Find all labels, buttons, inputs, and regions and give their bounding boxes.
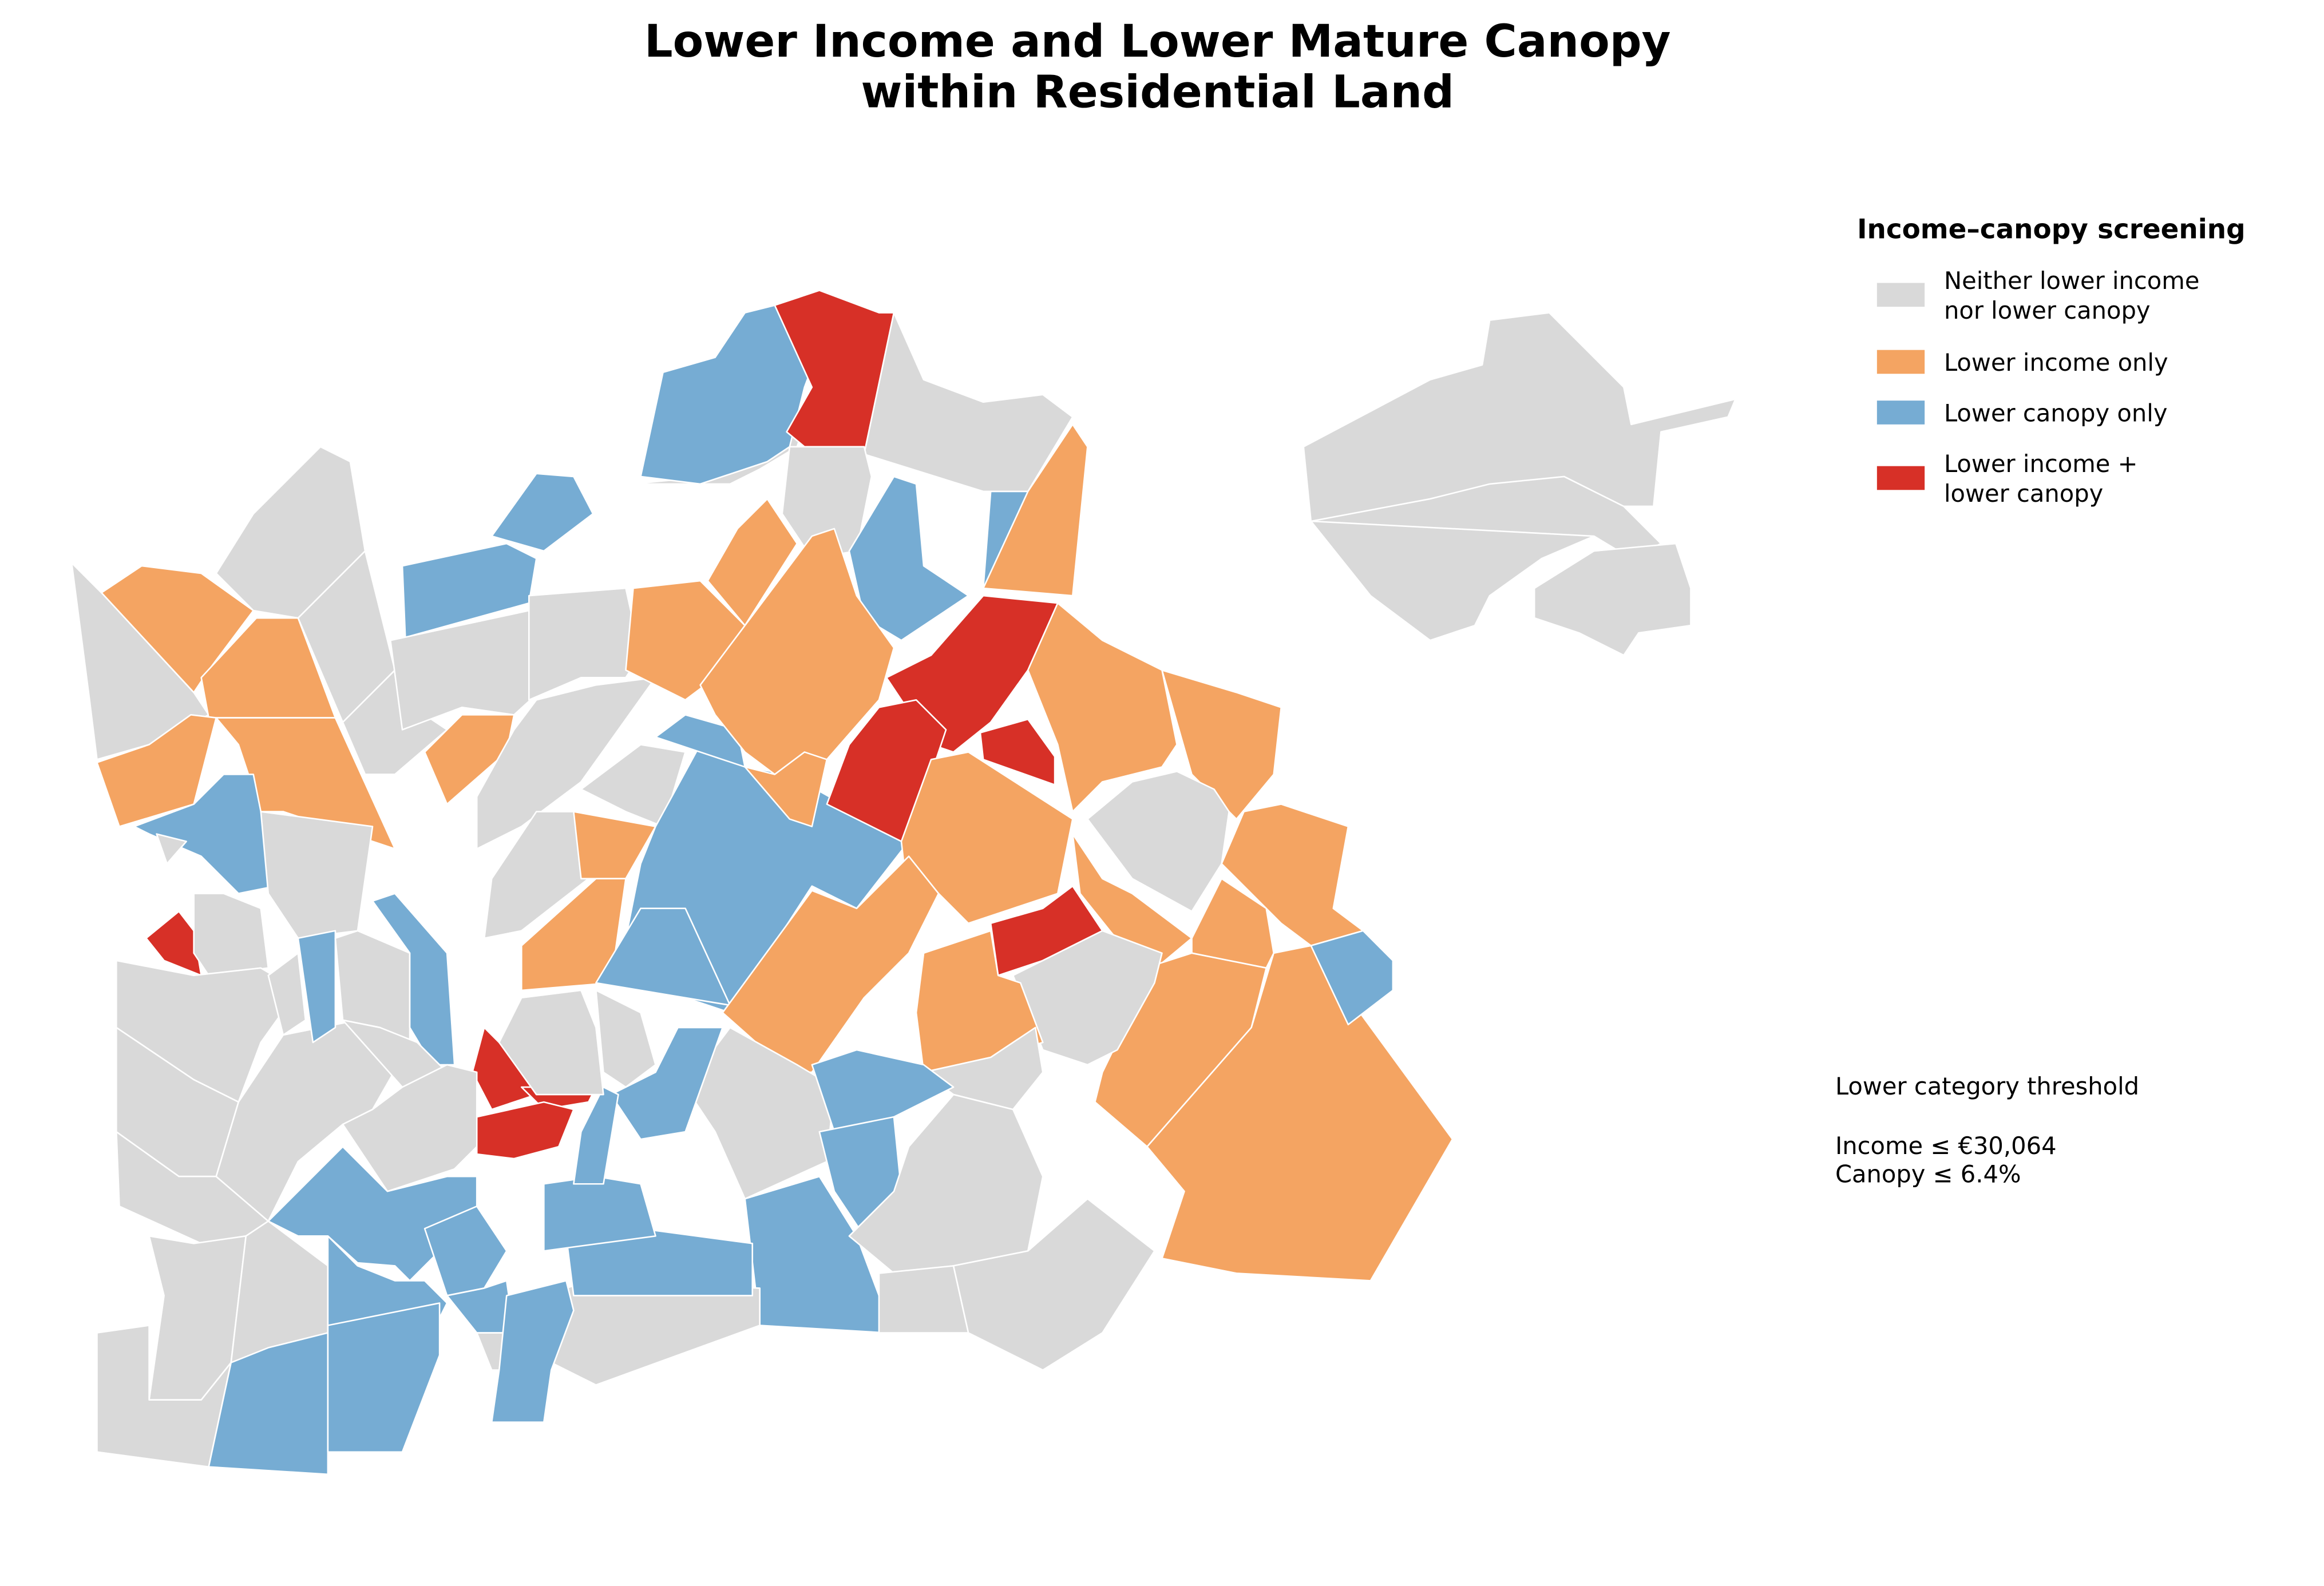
title-line: within Residential Land <box>861 66 1454 118</box>
region <box>595 989 656 1088</box>
region <box>1310 475 1662 560</box>
region <box>193 893 270 977</box>
region <box>1302 312 1736 641</box>
region <box>156 833 187 865</box>
region <box>476 1101 575 1160</box>
legend-swatch <box>1876 466 1925 490</box>
region <box>401 542 537 639</box>
legend-swatch <box>1876 283 1925 307</box>
region <box>215 446 366 619</box>
region <box>215 1019 403 1222</box>
region <box>1012 930 1163 1066</box>
legend-label: Lower canopy only <box>1944 399 2168 427</box>
region <box>1072 833 1193 977</box>
region <box>1310 930 1394 1026</box>
region <box>96 1325 232 1468</box>
region <box>684 1026 836 1200</box>
region <box>145 910 202 977</box>
region <box>1087 770 1230 913</box>
region <box>982 423 1088 597</box>
region <box>342 1064 478 1192</box>
legend-label: lower canopy <box>1944 479 2103 507</box>
region <box>707 498 798 627</box>
region <box>208 1332 329 1476</box>
legend-label: Neither lower income <box>1944 267 2199 295</box>
region <box>297 930 336 1044</box>
legend-label: Lower income only <box>1944 348 2168 376</box>
region <box>580 744 686 827</box>
note-heading: Lower category threshold <box>1835 1072 2139 1100</box>
region <box>528 587 642 701</box>
region <box>260 811 374 939</box>
legend-label: nor lower canopy <box>1944 296 2151 324</box>
region <box>423 714 515 805</box>
region <box>744 751 828 827</box>
threshold-note: Lower category threshold Income ≤ €30,06… <box>1835 1072 2139 1188</box>
region <box>490 473 594 552</box>
region <box>595 907 731 1006</box>
legend-label: Lower income + <box>1944 450 2138 478</box>
region <box>200 617 336 719</box>
legend: Income–canopy screening Neither lower in… <box>1857 214 2246 507</box>
region <box>215 717 396 850</box>
region <box>1161 669 1282 820</box>
region <box>1146 945 1454 1282</box>
region <box>520 878 627 992</box>
legend-swatch <box>1876 401 1925 425</box>
region <box>498 989 604 1096</box>
map-regions <box>70 290 1736 1476</box>
region <box>610 1026 723 1140</box>
legend-title: Income–canopy screening <box>1857 214 2246 245</box>
region <box>952 1198 1155 1371</box>
region <box>267 952 307 1036</box>
region <box>423 1205 508 1296</box>
region <box>699 528 895 775</box>
title-line: Lower Income and Lower Mature Canopy <box>644 16 1671 68</box>
region <box>863 312 1074 493</box>
region <box>915 930 1044 1073</box>
region <box>490 1280 575 1423</box>
region <box>483 811 589 939</box>
region <box>371 893 456 1066</box>
region <box>342 1019 448 1088</box>
legend-swatch <box>1876 350 1925 374</box>
region <box>327 1302 441 1453</box>
region <box>979 718 1056 786</box>
region <box>1533 542 1692 656</box>
note-line: Canopy ≤ 6.4% <box>1835 1160 2021 1188</box>
region <box>1027 602 1178 812</box>
region <box>1221 803 1364 947</box>
note-line: Income ≤ €30,064 <box>1835 1132 2057 1160</box>
